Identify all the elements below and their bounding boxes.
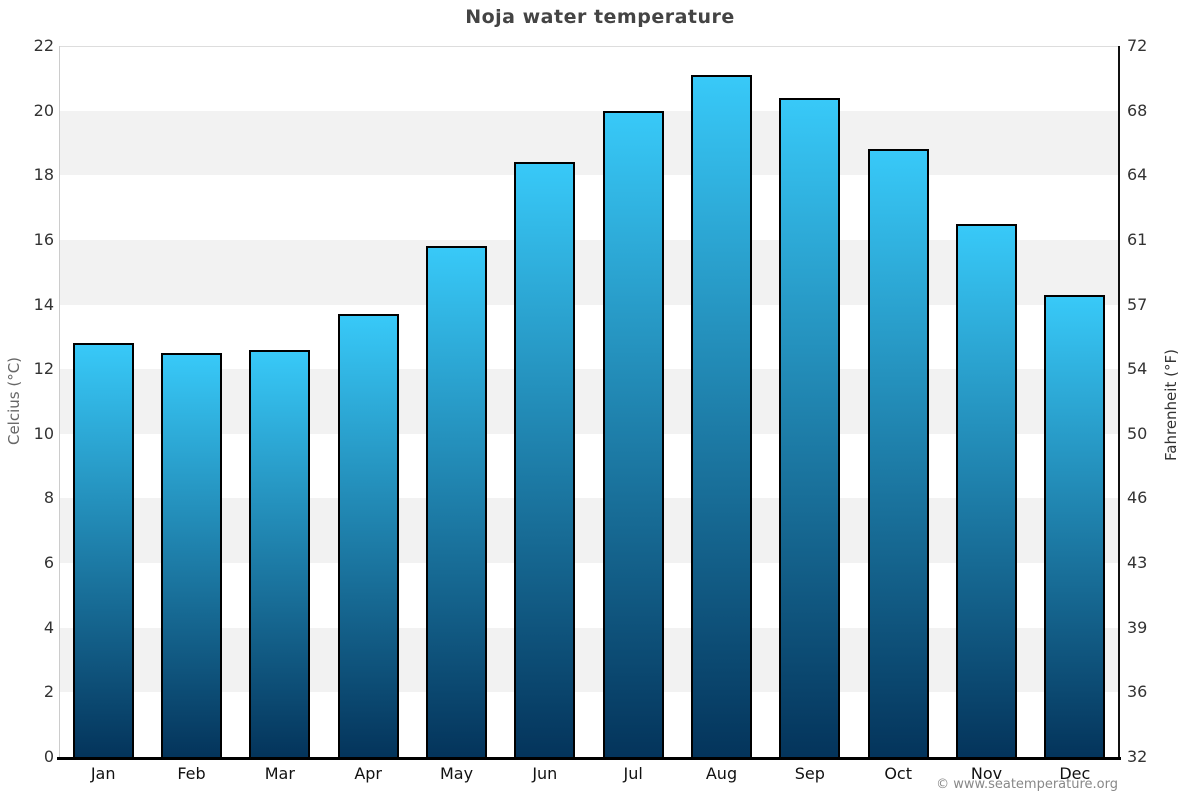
bar-nov — [956, 223, 1017, 757]
y-tick-fahrenheit-46: 46 — [1127, 488, 1148, 508]
y-tick-fahrenheit-32: 32 — [1127, 747, 1148, 766]
y-tick-celsius-22: 22 — [33, 36, 54, 55]
x-tick-aug: Aug — [705, 764, 738, 783]
background-band — [59, 627, 1119, 693]
bar-sep — [779, 97, 841, 757]
y-tick-celsius-0: 0 — [43, 747, 54, 766]
x-tick-dec: Dec — [1059, 764, 1091, 783]
bar-jun — [514, 162, 576, 757]
y-tick-celsius-20: 20 — [33, 100, 54, 120]
bar-dec — [1044, 294, 1106, 757]
left-axis-title: Celcius (°C) — [5, 356, 23, 446]
y-tick-fahrenheit-72: 72 — [1127, 36, 1148, 55]
y-tick-fahrenheit-68: 68 — [1127, 100, 1148, 120]
y-tick-fahrenheit-50: 50 — [1127, 423, 1148, 443]
y-tick-fahrenheit-61: 61 — [1127, 229, 1148, 249]
bar-aug — [691, 75, 752, 757]
bar-mar — [249, 349, 311, 757]
y-tick-fahrenheit-54: 54 — [1127, 359, 1148, 379]
y-tick-celsius-12: 12 — [33, 359, 54, 379]
y-tick-celsius-14: 14 — [33, 294, 54, 314]
background-band — [59, 369, 1119, 434]
y-tick-celsius-6: 6 — [43, 553, 54, 573]
x-tick-mar: Mar — [264, 764, 295, 783]
bar-apr — [337, 314, 399, 757]
x-axis-baseline — [57, 757, 1121, 760]
y-tick-fahrenheit-64: 64 — [1127, 165, 1148, 185]
chart-title: Noja water temperature — [465, 6, 735, 28]
x-tick-feb: Feb — [177, 764, 206, 783]
y-tick-celsius-18: 18 — [33, 165, 54, 185]
background-band — [59, 239, 1119, 305]
bar-feb — [161, 353, 222, 757]
y-tick-celsius-2: 2 — [43, 682, 54, 702]
x-tick-jan: Jan — [90, 764, 116, 783]
bar-jan — [72, 343, 134, 757]
x-tick-sep: Sep — [794, 764, 825, 783]
y-tick-fahrenheit-43: 43 — [1127, 553, 1148, 573]
x-tick-jun: Jun — [532, 764, 558, 783]
y-tick-fahrenheit-57: 57 — [1127, 294, 1148, 314]
copyright-credit: © www.seatemperature.org — [936, 777, 1118, 792]
x-tick-may: May — [439, 764, 474, 783]
y-tick-fahrenheit-36: 36 — [1127, 682, 1148, 702]
right-axis-line — [1118, 46, 1120, 760]
x-tick-oct: Oct — [884, 764, 912, 783]
background-band — [59, 498, 1119, 564]
bar-may — [426, 246, 487, 757]
y-tick-celsius-8: 8 — [43, 488, 54, 508]
x-tick-jul: Jul — [623, 764, 643, 783]
gridline-22 — [59, 46, 1119, 47]
background-band — [59, 110, 1119, 176]
y-tick-fahrenheit-39: 39 — [1127, 617, 1148, 637]
y-tick-celsius-16: 16 — [33, 229, 54, 249]
y-tick-celsius-4: 4 — [43, 617, 54, 637]
right-axis-title: Fahrenheit (°F) — [1162, 349, 1180, 461]
bar-jul — [602, 110, 664, 757]
bar-oct — [867, 149, 929, 757]
x-tick-nov: Nov — [970, 764, 1003, 783]
y-tick-celsius-10: 10 — [33, 423, 54, 443]
x-tick-apr: Apr — [354, 764, 382, 783]
left-axis-line — [59, 46, 60, 757]
